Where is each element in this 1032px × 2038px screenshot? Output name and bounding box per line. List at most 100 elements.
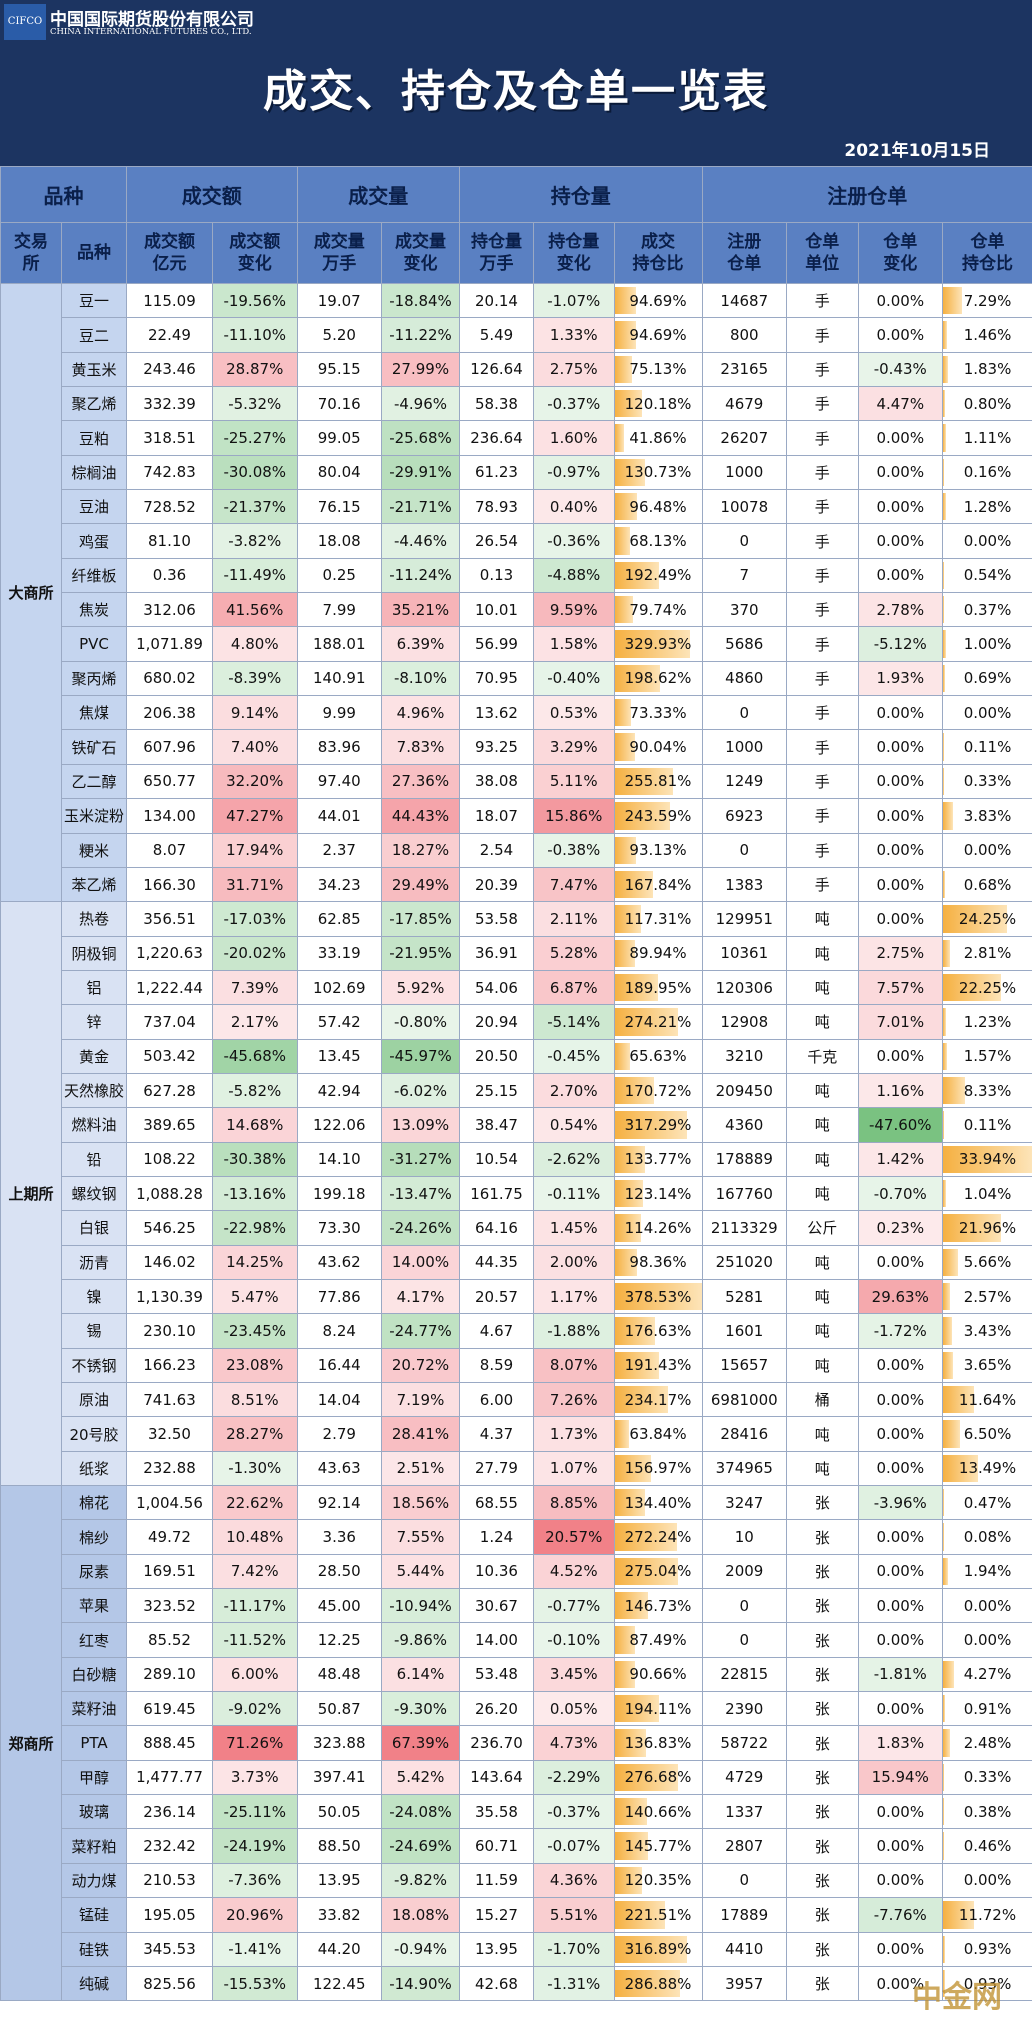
cell-text: 4.27%	[963, 1665, 1012, 1684]
cell-text: 11.64%	[958, 1390, 1017, 1409]
variety-cell: 20号胶	[61, 1416, 127, 1452]
value-cell: 0.93%	[942, 1931, 1032, 1967]
cell-text: 134.40%	[624, 1493, 692, 1512]
cell-text: 锡	[86, 1322, 102, 1341]
value-cell: 145.77%	[613, 1828, 703, 1864]
cell-text: -17.03%	[223, 909, 287, 928]
value-cell: 4.73%	[533, 1725, 615, 1761]
value-cell: 32.50	[126, 1416, 213, 1452]
ratio-bar	[615, 321, 637, 349]
cell-text: 2.37	[322, 841, 356, 860]
cell-text: 手	[814, 532, 830, 551]
variety-cell: 纸浆	[61, 1450, 127, 1487]
cell-text: 纯碱	[78, 1975, 109, 1994]
cell-text: 0.00%	[876, 1974, 925, 1993]
data-row: 锌 737.04 2.17% 57.42 -0.80% 20.94 -5.14% 274.21…	[1, 1004, 1032, 1040]
ratio-bar	[615, 699, 632, 727]
cell-text: 140.66%	[624, 1802, 692, 1821]
value-cell: 1.42%	[857, 1141, 944, 1177]
cell-text: 81.10	[148, 532, 191, 551]
value-cell: 5.51%	[533, 1897, 615, 1933]
ratio-bar	[943, 1282, 950, 1311]
cell-text: -17.85%	[389, 909, 452, 928]
cell-text: 14.25%	[226, 1253, 284, 1272]
value-cell: 2.70%	[533, 1072, 615, 1109]
cell-text: -0.70%	[873, 1184, 927, 1203]
cell-text: 0.00%	[876, 463, 925, 482]
cell-text: 737.04	[143, 1012, 196, 1031]
value-cell: 17.94%	[212, 832, 298, 868]
cell-text: 0.00%	[963, 841, 1012, 860]
value-cell: 张	[786, 1691, 859, 1727]
cell-text: 棉纱	[78, 1528, 109, 1547]
value-cell: 0.00%	[942, 1862, 1032, 1899]
data-row: 郑商所 棉花 1,004.56 22.62% 92.14 18.56% 68.55 8.85%…	[0, 1485, 1032, 2002]
data-row: 豆油 728.52 -21.37% 76.15 -21.71% 78.93 0.40% 96.…	[1, 489, 1032, 525]
cell-text: 菜籽粕	[71, 1837, 117, 1856]
cell-text: -2.62%	[547, 1150, 601, 1169]
variety-cell: 苹果	[61, 1588, 127, 1624]
cell-text: 张	[814, 1665, 830, 1684]
value-cell: -30.38%	[212, 1141, 298, 1177]
cell-text: 手	[814, 841, 830, 860]
cell-text: 4.36%	[549, 1871, 598, 1890]
data-row: 原油 741.63 8.51% 14.04 7.19% 6.00 7.26% 234.17% 6…	[1, 1381, 1032, 1418]
cell-text: 1.11%	[963, 429, 1012, 448]
cell-text: 手	[814, 601, 830, 620]
cell-text: -8.39%	[228, 669, 282, 688]
value-cell: 吨	[786, 935, 859, 971]
value-cell: -25.68%	[381, 420, 460, 456]
cell-text: 274.21%	[624, 1012, 692, 1031]
value-cell: 吨	[786, 1244, 859, 1280]
cell-text: 2.11%	[549, 909, 598, 928]
cell-text: 1.23%	[963, 1012, 1012, 1031]
value-cell: 94.69%	[613, 282, 703, 319]
cell-text: 26207	[720, 429, 769, 448]
value-cell: 236.14	[126, 1794, 213, 1830]
cell-text: 2.51%	[396, 1459, 445, 1478]
cell-text: 15657	[720, 1356, 769, 1375]
value-cell: 10078	[701, 489, 788, 525]
cell-text: 1,130.39	[136, 1287, 203, 1306]
cell-text: 68.55	[475, 1493, 518, 1512]
cell-text: 手	[814, 876, 830, 895]
cell-text: 47.27%	[226, 806, 284, 825]
value-cell: 737.04	[126, 1004, 213, 1040]
value-cell: 0.33%	[942, 763, 1032, 800]
value-cell: 44.43%	[381, 798, 460, 834]
value-cell: 11.72%	[942, 1897, 1032, 1933]
value-cell: 0.00%	[857, 1794, 944, 1830]
value-cell: 81.10	[126, 523, 213, 559]
value-cell: 56.99	[459, 626, 534, 662]
cell-text: 169.51	[143, 1562, 196, 1581]
cell-text: 627.28	[143, 1081, 196, 1100]
value-cell: -2.62%	[533, 1141, 615, 1177]
cell-text: 苯乙烯	[71, 876, 117, 895]
cell-text: 54.06	[475, 978, 518, 997]
cell-text: 张	[814, 1562, 830, 1581]
value-cell: -4.96%	[381, 386, 460, 422]
variety-cell: 燃料油	[61, 1107, 127, 1143]
value-cell: 80.04	[296, 454, 382, 491]
cell-text: 5281	[725, 1287, 764, 1306]
header-line: 所	[22, 254, 40, 274]
value-cell: 1,222.44	[126, 969, 213, 1006]
cell-text: 1.45%	[549, 1218, 598, 1237]
cell-text: 纤维板	[71, 566, 117, 585]
cell-text: 78.93	[475, 497, 518, 516]
data-row: 纸浆 232.88 -1.30% 43.63 2.51% 27.79 1.07% 156.97…	[1, 1450, 1032, 1487]
value-cell: 3.45%	[533, 1656, 615, 1693]
value-cell: 8.51%	[212, 1381, 298, 1418]
value-cell: -24.26%	[381, 1210, 460, 1246]
cell-text: 36.91	[475, 944, 518, 963]
value-cell: 手	[786, 523, 859, 559]
value-cell: 2.75%	[533, 351, 615, 388]
cell-text: 8.59	[479, 1356, 514, 1375]
cell-text: 铝	[86, 979, 102, 998]
cell-text: 389.65	[143, 1115, 196, 1134]
value-cell: 手	[786, 420, 859, 456]
variety-cell: 锡	[61, 1313, 127, 1349]
variety-cell: 不锈钢	[61, 1347, 127, 1384]
value-cell: -21.71%	[381, 489, 460, 525]
value-cell: 0	[701, 1622, 788, 1658]
